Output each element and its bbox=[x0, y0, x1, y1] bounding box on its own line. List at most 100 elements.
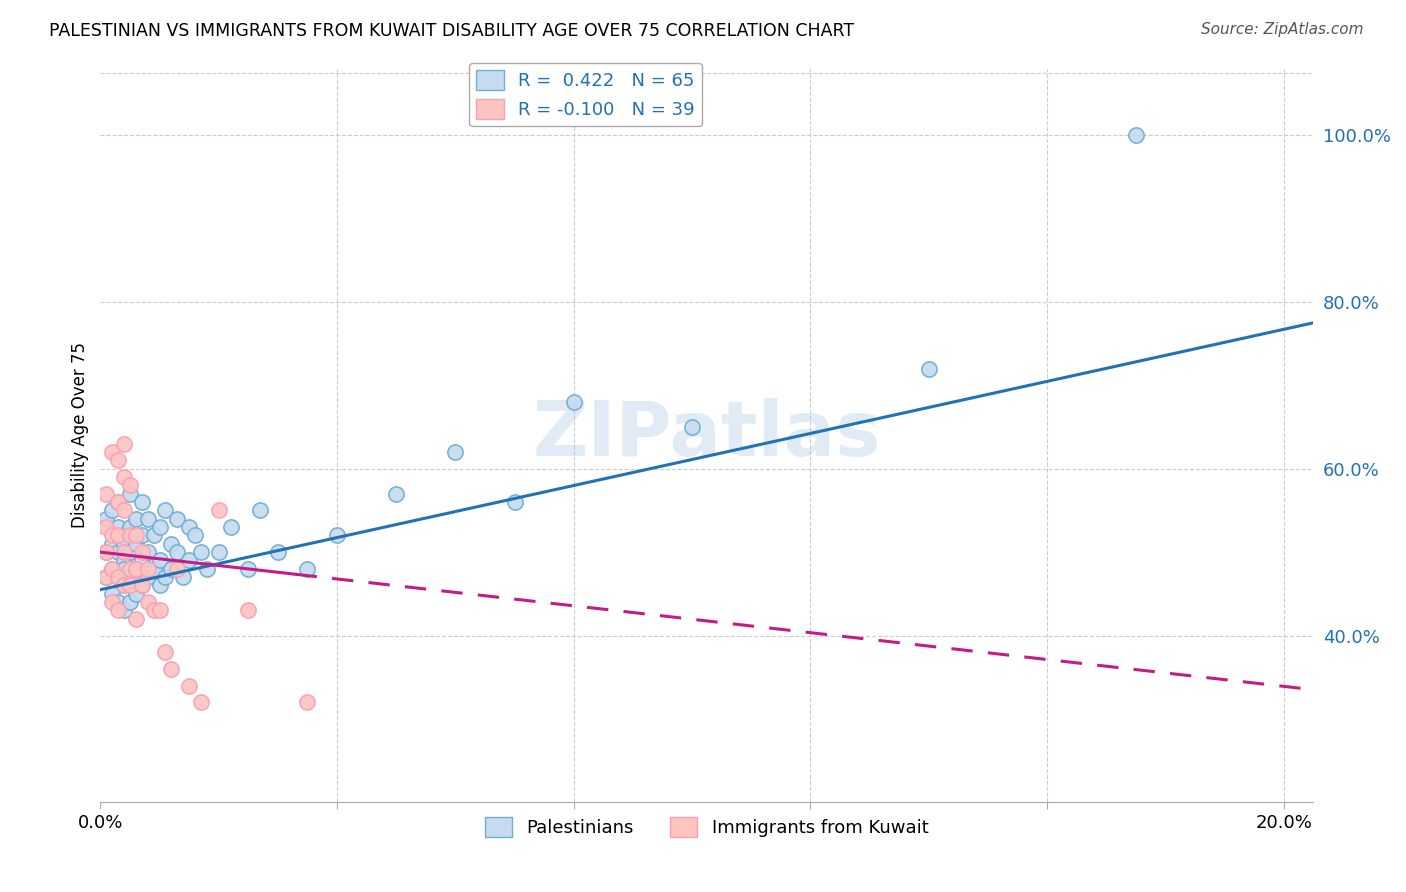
Point bbox=[190, 695, 212, 709]
Point bbox=[142, 562, 165, 576]
Point bbox=[160, 537, 183, 551]
Point bbox=[238, 562, 260, 576]
Point bbox=[118, 595, 141, 609]
Point bbox=[136, 562, 159, 576]
Point bbox=[112, 537, 135, 551]
Point bbox=[166, 562, 188, 576]
Point bbox=[177, 520, 200, 534]
Point bbox=[208, 545, 231, 559]
Point bbox=[297, 695, 319, 709]
Point bbox=[107, 528, 129, 542]
Point bbox=[96, 570, 118, 584]
Point bbox=[112, 528, 135, 542]
Point bbox=[177, 679, 200, 693]
Point bbox=[918, 361, 941, 376]
Point bbox=[208, 503, 231, 517]
Point bbox=[101, 595, 124, 609]
Point bbox=[96, 520, 118, 534]
Point bbox=[136, 545, 159, 559]
Point bbox=[131, 553, 153, 567]
Point bbox=[107, 603, 129, 617]
Point bbox=[166, 545, 188, 559]
Point bbox=[148, 553, 170, 567]
Point bbox=[107, 545, 129, 559]
Point bbox=[118, 520, 141, 534]
Point bbox=[107, 495, 129, 509]
Point bbox=[101, 537, 124, 551]
Point bbox=[112, 436, 135, 450]
Point bbox=[125, 612, 148, 626]
Point bbox=[118, 545, 141, 559]
Point bbox=[118, 562, 141, 576]
Point bbox=[238, 603, 260, 617]
Text: PALESTINIAN VS IMMIGRANTS FROM KUWAIT DISABILITY AGE OVER 75 CORRELATION CHART: PALESTINIAN VS IMMIGRANTS FROM KUWAIT DI… bbox=[49, 22, 855, 40]
Point bbox=[444, 445, 467, 459]
Point bbox=[681, 420, 703, 434]
Point bbox=[142, 603, 165, 617]
Point bbox=[96, 545, 118, 559]
Point bbox=[125, 512, 148, 526]
Point bbox=[131, 578, 153, 592]
Point bbox=[190, 545, 212, 559]
Point bbox=[385, 487, 408, 501]
Point bbox=[118, 570, 141, 584]
Point bbox=[125, 562, 148, 576]
Point bbox=[155, 503, 177, 517]
Point bbox=[107, 595, 129, 609]
Point bbox=[101, 528, 124, 542]
Point bbox=[136, 512, 159, 526]
Point bbox=[125, 587, 148, 601]
Point bbox=[1125, 128, 1147, 143]
Point bbox=[155, 570, 177, 584]
Point bbox=[297, 562, 319, 576]
Point bbox=[101, 562, 124, 576]
Point bbox=[112, 562, 135, 576]
Point bbox=[96, 512, 118, 526]
Point bbox=[148, 603, 170, 617]
Point bbox=[125, 562, 148, 576]
Point bbox=[148, 578, 170, 592]
Text: ZIPatlas: ZIPatlas bbox=[533, 399, 882, 473]
Point bbox=[125, 537, 148, 551]
Point bbox=[101, 562, 124, 576]
Point bbox=[112, 545, 135, 559]
Point bbox=[107, 570, 129, 584]
Point bbox=[112, 553, 135, 567]
Point bbox=[107, 453, 129, 467]
Point bbox=[160, 562, 183, 576]
Point bbox=[112, 503, 135, 517]
Point bbox=[131, 578, 153, 592]
Point bbox=[166, 512, 188, 526]
Point bbox=[160, 662, 183, 676]
Text: Source: ZipAtlas.com: Source: ZipAtlas.com bbox=[1201, 22, 1364, 37]
Point bbox=[172, 570, 194, 584]
Point bbox=[184, 528, 207, 542]
Point bbox=[131, 528, 153, 542]
Point bbox=[107, 520, 129, 534]
Point bbox=[131, 495, 153, 509]
Point bbox=[112, 470, 135, 484]
Point bbox=[326, 528, 349, 542]
Point bbox=[177, 553, 200, 567]
Point bbox=[131, 545, 153, 559]
Point bbox=[118, 528, 141, 542]
Point bbox=[136, 570, 159, 584]
Point bbox=[195, 562, 218, 576]
Point bbox=[112, 578, 135, 592]
Point bbox=[503, 495, 526, 509]
Point bbox=[112, 603, 135, 617]
Y-axis label: Disability Age Over 75: Disability Age Over 75 bbox=[72, 343, 89, 528]
Point bbox=[107, 495, 129, 509]
Point bbox=[96, 545, 118, 559]
Point bbox=[96, 570, 118, 584]
Point bbox=[118, 478, 141, 492]
Point bbox=[142, 528, 165, 542]
Point bbox=[562, 395, 585, 409]
Point bbox=[155, 645, 177, 659]
Point bbox=[118, 578, 141, 592]
Point bbox=[107, 570, 129, 584]
Point bbox=[136, 595, 159, 609]
Legend: Palestinians, Immigrants from Kuwait: Palestinians, Immigrants from Kuwait bbox=[478, 810, 935, 845]
Point bbox=[219, 520, 242, 534]
Point bbox=[96, 487, 118, 501]
